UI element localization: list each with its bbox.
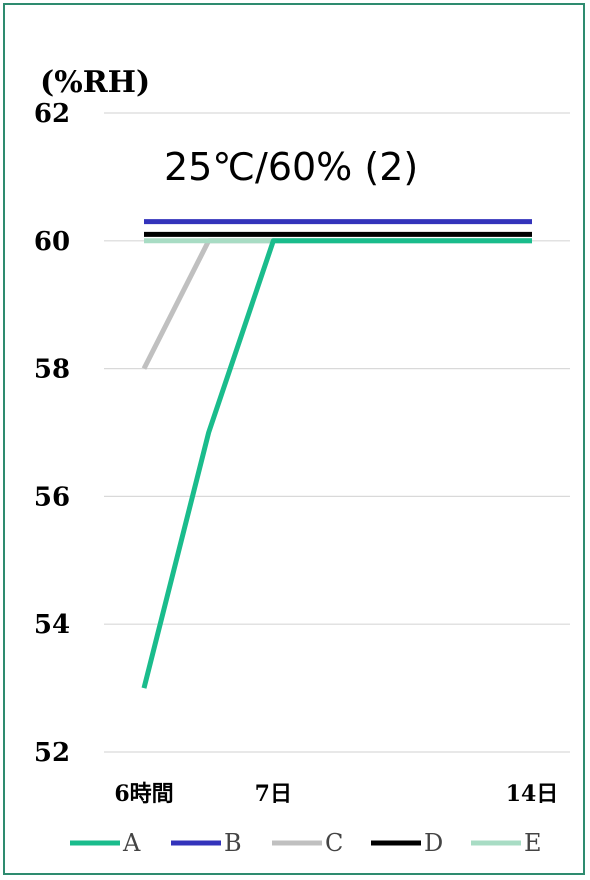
series-line-c	[141, 238, 532, 370]
y-tick-label: 60	[34, 227, 70, 257]
legend-item-e: E	[471, 829, 542, 857]
legend-label: B	[224, 829, 242, 857]
legend-label: A	[122, 829, 141, 857]
series-line-a	[141, 238, 532, 689]
y-tick-label: 56	[34, 482, 70, 512]
y-tick-label: 54	[34, 610, 70, 640]
x-tick-label: 7日	[255, 781, 292, 807]
x-tick-label: 6時間	[114, 781, 173, 807]
y-axis-unit-label: (%RH)	[40, 65, 150, 100]
legend-label: C	[325, 829, 343, 857]
legend-item-b: B	[171, 829, 242, 857]
legend-item-a: A	[70, 829, 141, 857]
x-tick-label: 14日	[506, 781, 559, 807]
legend-item-c: C	[272, 829, 343, 857]
legend-label: D	[424, 829, 443, 857]
legend-label: E	[524, 829, 542, 857]
y-tick-label: 58	[34, 355, 70, 385]
chart-frame	[3, 3, 585, 875]
chart-title: 25℃/60% (2)	[164, 145, 418, 189]
legend-item-d: D	[371, 829, 443, 857]
y-tick-label: 52	[34, 738, 70, 768]
y-tick-label: 62	[34, 99, 70, 129]
